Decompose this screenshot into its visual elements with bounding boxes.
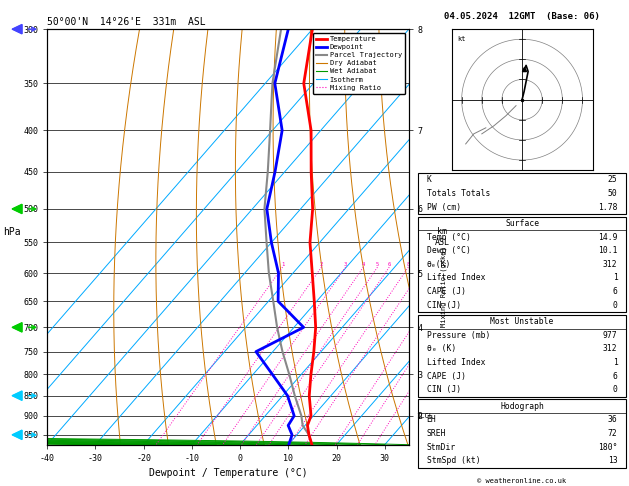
Text: 1.78: 1.78 — [598, 203, 618, 211]
Text: StmDir: StmDir — [426, 443, 456, 451]
Text: 180°: 180° — [598, 443, 618, 451]
Text: 25: 25 — [608, 175, 618, 184]
Text: Mixing Ratio (g/kg): Mixing Ratio (g/kg) — [440, 246, 447, 327]
Polygon shape — [12, 323, 22, 332]
Text: 1LCL: 1LCL — [416, 413, 433, 419]
Text: 6: 6 — [613, 372, 618, 381]
Text: 0: 0 — [613, 385, 618, 394]
Text: CAPE (J): CAPE (J) — [426, 372, 465, 381]
Y-axis label: hPa: hPa — [3, 227, 21, 237]
Text: CIN (J): CIN (J) — [426, 385, 460, 394]
X-axis label: Dewpoint / Temperature (°C): Dewpoint / Temperature (°C) — [148, 469, 308, 478]
Text: 04.05.2024  12GMT  (Base: 06): 04.05.2024 12GMT (Base: 06) — [444, 12, 600, 21]
Text: Lifted Index: Lifted Index — [426, 358, 485, 367]
Text: Pressure (mb): Pressure (mb) — [426, 331, 490, 340]
Text: Totals Totals: Totals Totals — [426, 189, 490, 198]
Y-axis label: km
ASL: km ASL — [435, 227, 450, 246]
Text: 72: 72 — [608, 429, 618, 438]
Text: EH: EH — [426, 416, 437, 424]
Text: θₑ(K): θₑ(K) — [426, 260, 451, 269]
Text: 312: 312 — [603, 260, 618, 269]
Text: 10.1: 10.1 — [598, 246, 618, 255]
Text: 1: 1 — [613, 358, 618, 367]
Text: 0: 0 — [613, 301, 618, 310]
Polygon shape — [12, 24, 22, 34]
Text: StmSpd (kt): StmSpd (kt) — [426, 456, 480, 465]
Text: 50: 50 — [608, 189, 618, 198]
Polygon shape — [12, 391, 22, 400]
Text: 36: 36 — [608, 416, 618, 424]
Text: 6: 6 — [387, 262, 391, 267]
Text: Surface: Surface — [505, 219, 539, 228]
Text: 5: 5 — [376, 262, 379, 267]
Text: 312: 312 — [603, 345, 618, 353]
Text: CIN (J): CIN (J) — [426, 301, 460, 310]
Legend: Temperature, Dewpoint, Parcel Trajectory, Dry Adiabat, Wet Adiabat, Isotherm, Mi: Temperature, Dewpoint, Parcel Trajectory… — [313, 33, 405, 94]
Text: Hodograph: Hodograph — [500, 402, 544, 411]
Polygon shape — [12, 430, 22, 439]
Text: 4: 4 — [362, 262, 365, 267]
Text: 977: 977 — [603, 331, 618, 340]
Text: 1: 1 — [613, 274, 618, 282]
Text: 50°00'N  14°26'E  331m  ASL: 50°00'N 14°26'E 331m ASL — [47, 17, 206, 27]
Text: Lifted Index: Lifted Index — [426, 274, 485, 282]
Polygon shape — [12, 204, 22, 214]
Text: Dewp (°C): Dewp (°C) — [426, 246, 470, 255]
Text: 14.9: 14.9 — [598, 233, 618, 242]
Text: 1: 1 — [281, 262, 284, 267]
Text: CAPE (J): CAPE (J) — [426, 287, 465, 296]
Text: 6: 6 — [613, 287, 618, 296]
Text: K: K — [426, 175, 431, 184]
Text: Temp (°C): Temp (°C) — [426, 233, 470, 242]
Text: kt: kt — [458, 36, 466, 42]
Text: 13: 13 — [608, 456, 618, 465]
Text: Most Unstable: Most Unstable — [491, 317, 554, 326]
Text: 3: 3 — [344, 262, 347, 267]
Text: θₑ (K): θₑ (K) — [426, 345, 456, 353]
Text: © weatheronline.co.uk: © weatheronline.co.uk — [477, 478, 567, 484]
Text: PW (cm): PW (cm) — [426, 203, 460, 211]
Text: 8: 8 — [406, 262, 410, 267]
Text: 2: 2 — [320, 262, 323, 267]
Text: SREH: SREH — [426, 429, 446, 438]
